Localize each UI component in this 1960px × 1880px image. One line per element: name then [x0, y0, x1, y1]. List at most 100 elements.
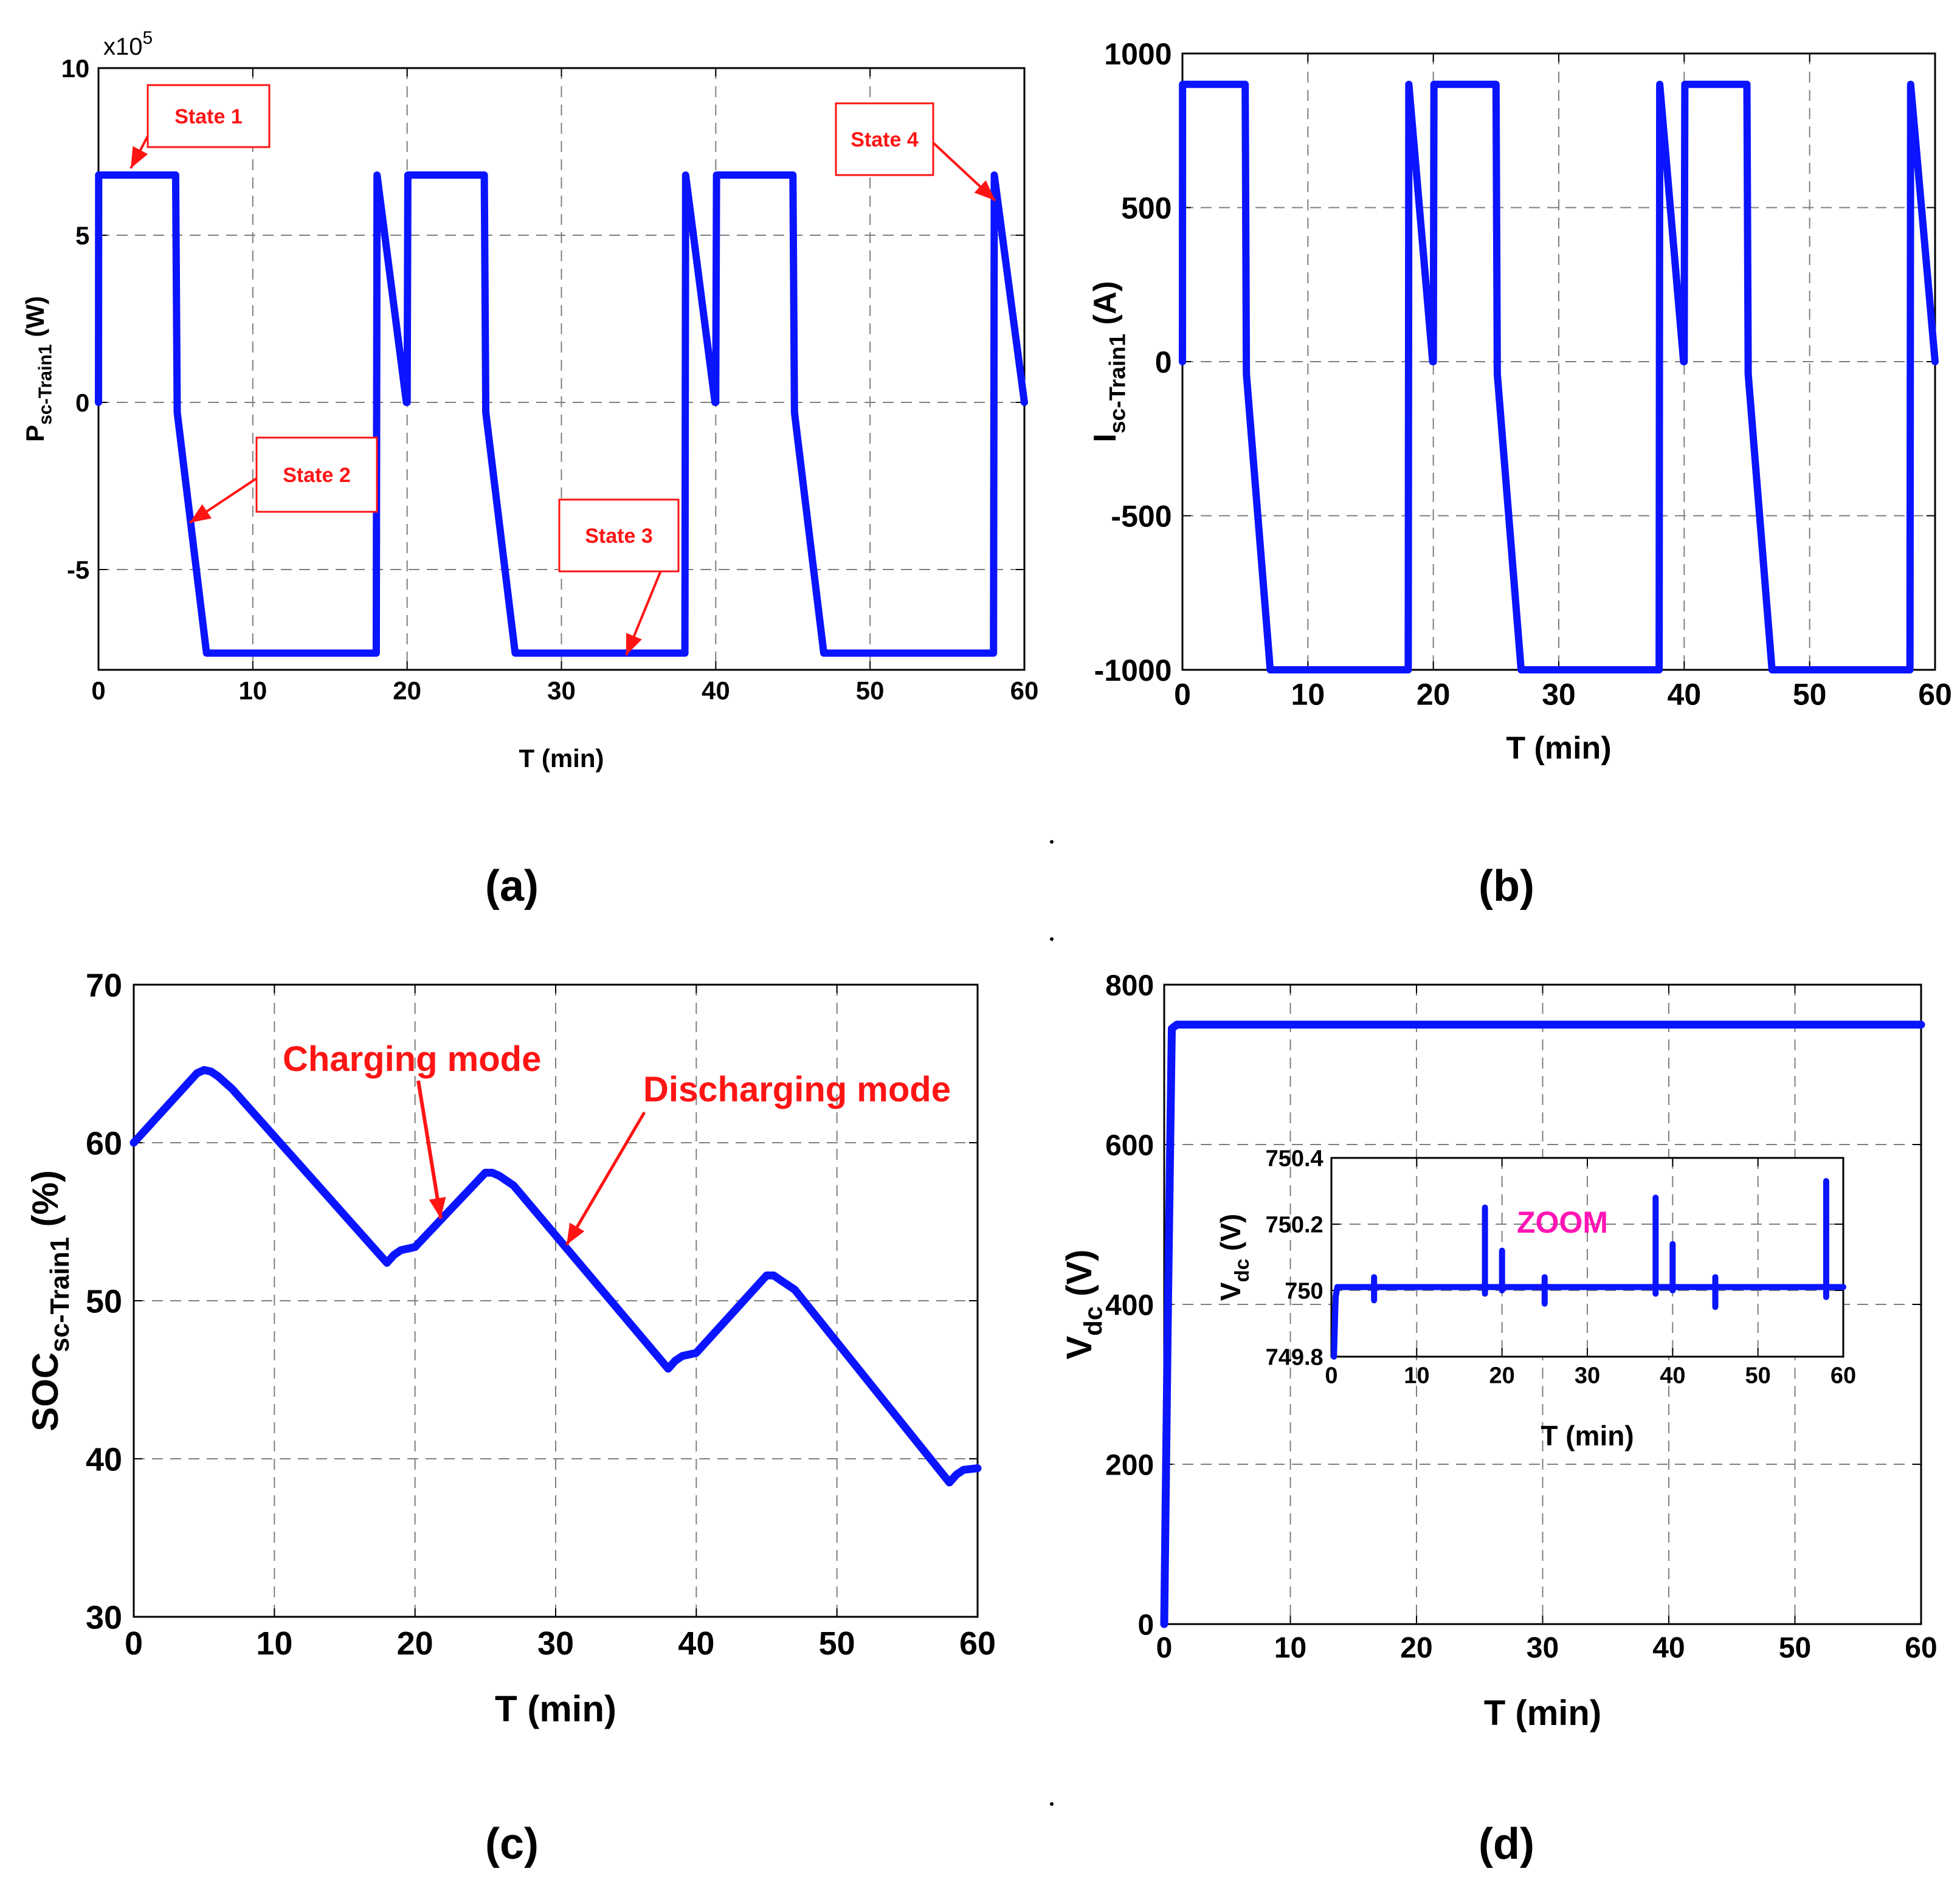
y-axis-label: Isc-Train1 (A) [1088, 281, 1130, 442]
x-axis-label: T (min) [1484, 1693, 1601, 1733]
panel-label: (a) [485, 862, 539, 911]
ytick-label: 0 [1155, 345, 1172, 379]
inset-ytick-label: 750 [1285, 1279, 1323, 1304]
y-axis-label-main: SOC [25, 1352, 66, 1431]
inset-x-axis-label: T (min) [1541, 1420, 1634, 1451]
xtick-label: 50 [1779, 1632, 1811, 1664]
y-axis-label-main: I [1088, 433, 1123, 442]
xtick-label: 50 [1793, 678, 1827, 712]
y-axis-label-subscript: sc-Train1 [1105, 334, 1130, 433]
xtick-label: 60 [1918, 678, 1952, 712]
inset-xtick-label: 0 [1325, 1363, 1337, 1389]
annotation-label: State 2 [283, 464, 351, 487]
series-line-b [1179, 80, 1939, 673]
xtick-label: 0 [91, 676, 105, 704]
chart-panel-b: 0 10 20 30 40 50 60 -1000 -500 0 500 1000 T (min) (b) [1094, 37, 1952, 911]
annotation-box [558, 498, 680, 573]
ytick-label: 60 [86, 1125, 122, 1162]
exponent-base: x10 [103, 33, 143, 60]
ytick-label: 0 [75, 388, 89, 417]
inset-xtick-label: 20 [1489, 1363, 1515, 1389]
inset-ytick-label: 750.2 [1266, 1213, 1323, 1238]
chart-panel-c: 0 10 20 30 40 50 60 30 40 50 60 70 T (min) (c) Chargin… [86, 967, 996, 1868]
ytick-label: 70 [86, 967, 122, 1004]
ytick-label: 600 [1105, 1129, 1154, 1162]
separator-dot [1050, 1802, 1054, 1806]
annotation-arrow-head [974, 180, 995, 201]
y-axis-label-subscript: dc [1078, 1306, 1107, 1336]
annotation-label: State 3 [585, 525, 653, 548]
panel-label: (b) [1479, 862, 1534, 911]
annotation-arrow-shaft [416, 1080, 443, 1219]
xtick-label: 40 [1668, 678, 1702, 712]
inset-ytick-label: 750.4 [1266, 1146, 1323, 1172]
annotation-box [255, 436, 378, 513]
y-axis-label: Psc-Train1 (W) [21, 296, 56, 442]
ytick-label: 30 [86, 1599, 122, 1636]
series-line-d [1160, 1021, 1925, 1628]
exponent-label: x105 [103, 28, 153, 60]
xtick-label: 10 [256, 1625, 292, 1662]
y-axis-label-subscript: sc-Train1 [46, 1237, 75, 1352]
ytick-label: 1000 [1104, 37, 1172, 71]
inset-zoom-title: ZOOM [1517, 1205, 1608, 1239]
y-axis-label-unit: (V) [1060, 1250, 1099, 1306]
separator-dot [1050, 840, 1054, 844]
ytick-label: 40 [86, 1441, 122, 1478]
inset-zoom-panel: 0 10 20 30 40 50 60 749.8 750 750.2 750.4 T (min) ZO… [1266, 1146, 1857, 1451]
xtick-label: 50 [856, 676, 885, 704]
y-axis-label-unit: (%) [25, 1170, 66, 1237]
xtick-label: 60 [1905, 1632, 1937, 1664]
exponent-power: 5 [143, 28, 153, 48]
xtick-label: 60 [1010, 676, 1039, 704]
x-axis-label: T (min) [495, 1689, 616, 1729]
annotation-box [835, 102, 934, 176]
ytick-label: 5 [75, 221, 89, 250]
separator-dot [1050, 937, 1054, 941]
inset-xtick-label: 50 [1745, 1363, 1771, 1389]
inset-series-line [1331, 1178, 1846, 1360]
annotation-label: Charging mode [283, 1039, 541, 1079]
xtick-label: 0 [1174, 678, 1191, 712]
panel-label: (c) [485, 1820, 539, 1868]
inset-ytick-label: 749.8 [1266, 1345, 1323, 1371]
annotation-arrow-head [131, 146, 148, 168]
series-line-c [129, 1066, 982, 1487]
inset-xtick-label: 30 [1575, 1363, 1600, 1389]
annotation-box [147, 84, 271, 148]
inset-y-axis-label-subscript: dc [1231, 1259, 1254, 1283]
inset-y-axis-label-main: V [1215, 1282, 1246, 1301]
xtick-label: 40 [702, 676, 730, 704]
xtick-label: 20 [397, 1625, 433, 1662]
xtick-label: 50 [819, 1625, 855, 1662]
inset-xtick-label: 10 [1404, 1363, 1429, 1389]
y-axis-label-unit: (W) [21, 296, 49, 344]
xtick-label: 20 [393, 676, 421, 704]
panel-label: (d) [1479, 1820, 1534, 1868]
ytick-label: 200 [1105, 1449, 1154, 1481]
annotation-arrow-head [626, 633, 642, 655]
x-axis-label: T (min) [1506, 731, 1611, 766]
xtick-label: 0 [1156, 1632, 1173, 1664]
annotation-arrow-shaft [565, 1111, 646, 1246]
xtick-label: 20 [1400, 1632, 1432, 1664]
y-axis-label-main: P [21, 425, 49, 442]
xtick-label: 0 [125, 1625, 143, 1662]
xtick-label: 10 [1291, 678, 1325, 712]
inset-y-axis-label-unit: (V) [1215, 1214, 1246, 1259]
series-line-a [95, 171, 1028, 657]
xtick-label: 20 [1417, 678, 1451, 712]
xtick-label: 30 [1527, 1632, 1559, 1664]
ytick-label: 50 [86, 1283, 122, 1320]
ytick-label: 500 [1121, 191, 1172, 226]
x-axis-label: T (min) [519, 744, 604, 773]
annotation-arrow-head [190, 504, 212, 523]
ytick-label: 800 [1105, 969, 1154, 1002]
y-axis-label: Vdc (V) [1060, 1250, 1107, 1360]
y-axis-label-unit: (A) [1088, 281, 1123, 334]
ytick-label: 10 [61, 54, 90, 83]
